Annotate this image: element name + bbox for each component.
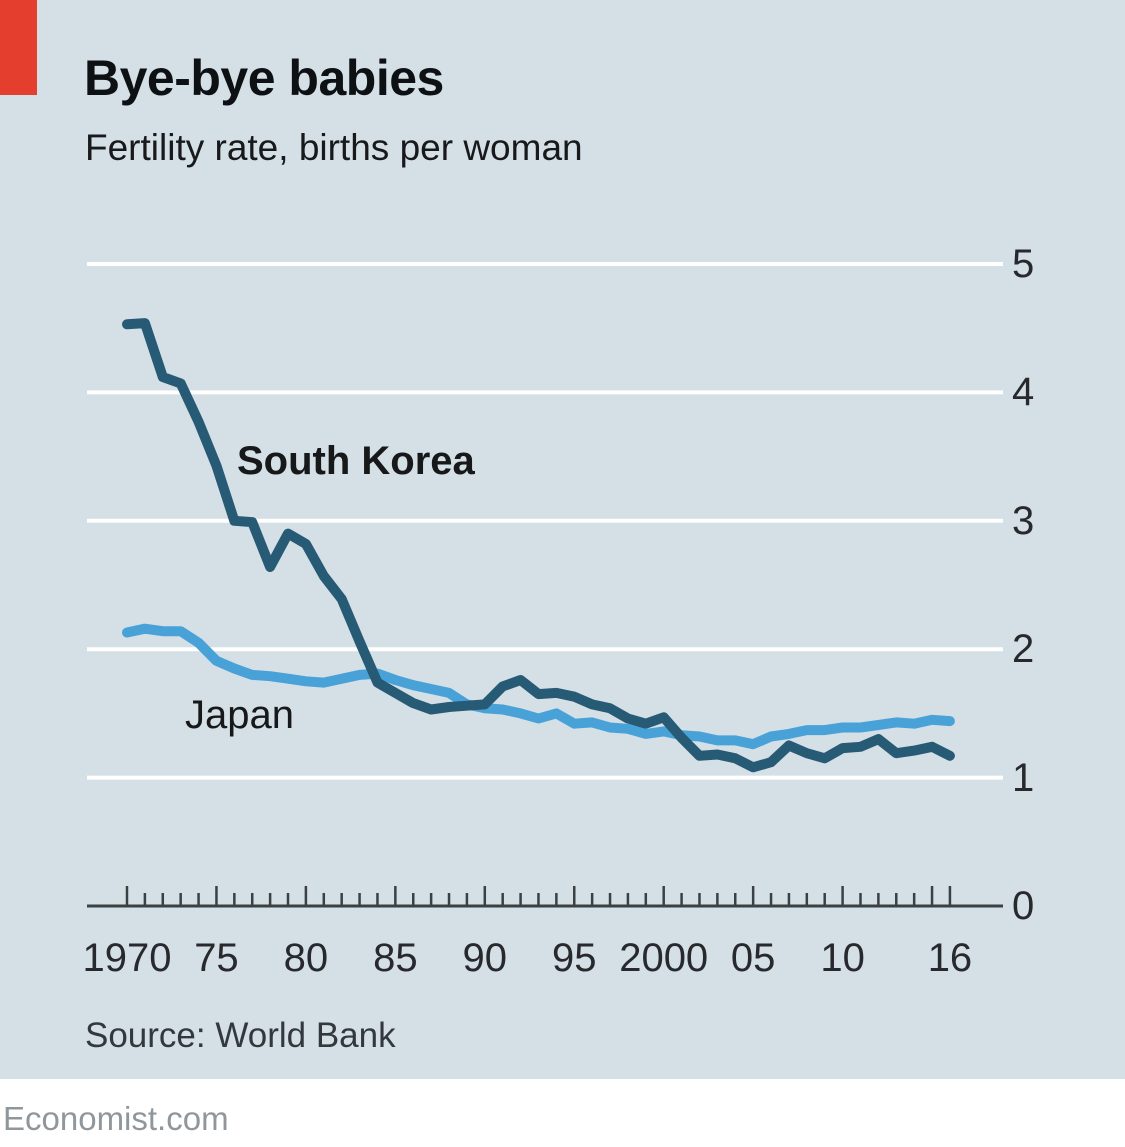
japan-line <box>122 623 955 750</box>
chart-subtitle: Fertility rate, births per woman <box>85 127 583 168</box>
x-axis-label-2000: 2000 <box>619 936 709 980</box>
y-axis-label-2: 2 <box>1012 627 1035 672</box>
x-axis-label-05: 05 <box>730 936 776 980</box>
x-axis-label-75: 75 <box>194 936 239 980</box>
y-axis-label-4: 4 <box>1012 370 1035 415</box>
y-axis-label-5: 5 <box>1012 242 1035 286</box>
series-label-japan: Japan <box>185 693 294 737</box>
x-axis-label-90: 90 <box>462 936 508 980</box>
x-axis-label-1970: 1970 <box>82 936 172 980</box>
x-axis-label-85: 85 <box>373 936 418 980</box>
x-axis-label-95: 95 <box>552 936 597 980</box>
x-axis-label-80: 80 <box>283 936 329 980</box>
south-korea-line <box>122 318 955 773</box>
x-axis-label-16: 16 <box>927 936 973 980</box>
y-axis-label-3: 3 <box>1012 498 1035 543</box>
series-label-south-korea: South Korea <box>237 439 475 483</box>
chart-panel <box>0 0 1125 1079</box>
source-note: Source: World Bank <box>85 1016 396 1055</box>
x-axis-label-10: 10 <box>820 936 865 980</box>
economist-red-tab <box>0 0 37 95</box>
economist-com-credit: Economist.com <box>3 1100 229 1137</box>
y-axis-label-1: 1 <box>1012 755 1035 800</box>
chart-title: Bye-bye babies <box>84 50 444 106</box>
y-axis-label-0: 0 <box>1012 884 1035 928</box>
